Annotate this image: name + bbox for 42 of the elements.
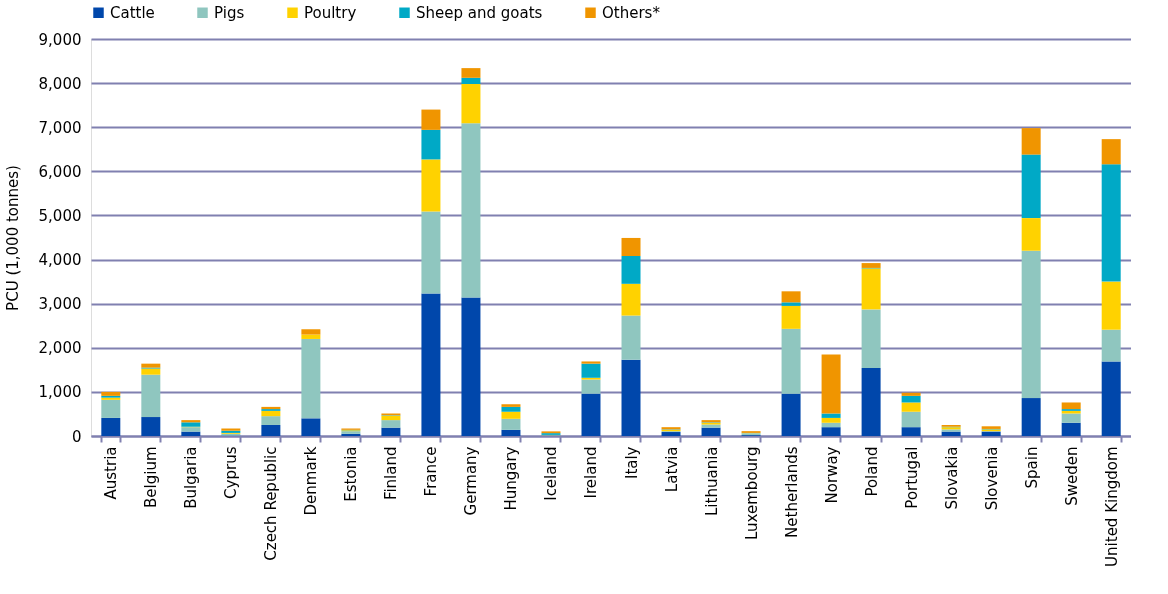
legend-label: Cattle (110, 3, 155, 22)
y-tick-label: 1,000 (38, 383, 82, 402)
x-tick-label: Belgium (142, 446, 161, 508)
x-tick-label: Sweden (1062, 446, 1081, 506)
legend-label: Pigs (214, 3, 245, 22)
x-tick-label: Denmark (302, 446, 321, 516)
x-tick-label: Finland (382, 446, 401, 501)
y-tick-label: 8,000 (38, 74, 82, 93)
x-tick-label: Spain (1022, 446, 1041, 489)
y-tick-label: 2,000 (38, 339, 82, 358)
y-tick-label: 6,000 (38, 162, 82, 181)
y-tick-label: 0 (71, 427, 82, 446)
y-tick-label: 5,000 (38, 206, 82, 225)
x-tick-label: Iceland (542, 446, 561, 501)
legend-label: Poultry (304, 3, 357, 22)
x-tick-label: Poland (862, 446, 881, 497)
legend-label: Sheep and goats (416, 3, 543, 22)
x-tick-label: Lithuania (702, 446, 721, 516)
x-tick-label: Latvia (662, 446, 681, 493)
x-tick-label: Estonia (342, 446, 361, 502)
x-tick-label: Bulgaria (182, 446, 201, 509)
x-tick-label: Slovenia (982, 446, 1001, 511)
x-tick-label: Luxembourg (742, 446, 761, 540)
y-tick-label: 9,000 (38, 30, 82, 49)
x-tick-label: Hungary (502, 446, 521, 511)
x-tick-label: Austria (102, 446, 121, 500)
y-tick-label: 4,000 (38, 251, 82, 270)
x-tick-label: Ireland (582, 446, 601, 499)
x-tick-label: Portugal (902, 446, 921, 509)
x-tick-label: Slovakia (942, 446, 961, 510)
x-tick-label: Netherlands (782, 446, 801, 538)
y-tick-label: 3,000 (38, 295, 82, 314)
x-tick-label: France (422, 446, 441, 497)
x-tick-label: Czech Republic (262, 446, 281, 561)
x-tick-label: Germany (462, 446, 481, 516)
x-tick-label: Italy (622, 446, 641, 480)
legend-label: Others* (602, 3, 661, 22)
x-tick-label: United Kingdom (1102, 446, 1121, 567)
x-tick-label: Norway (822, 446, 841, 504)
y-tick-label: 7,000 (38, 118, 82, 137)
y-axis-title: PCU (1,000 tonnes) (3, 165, 22, 311)
x-tick-label: Cyprus (222, 446, 241, 499)
